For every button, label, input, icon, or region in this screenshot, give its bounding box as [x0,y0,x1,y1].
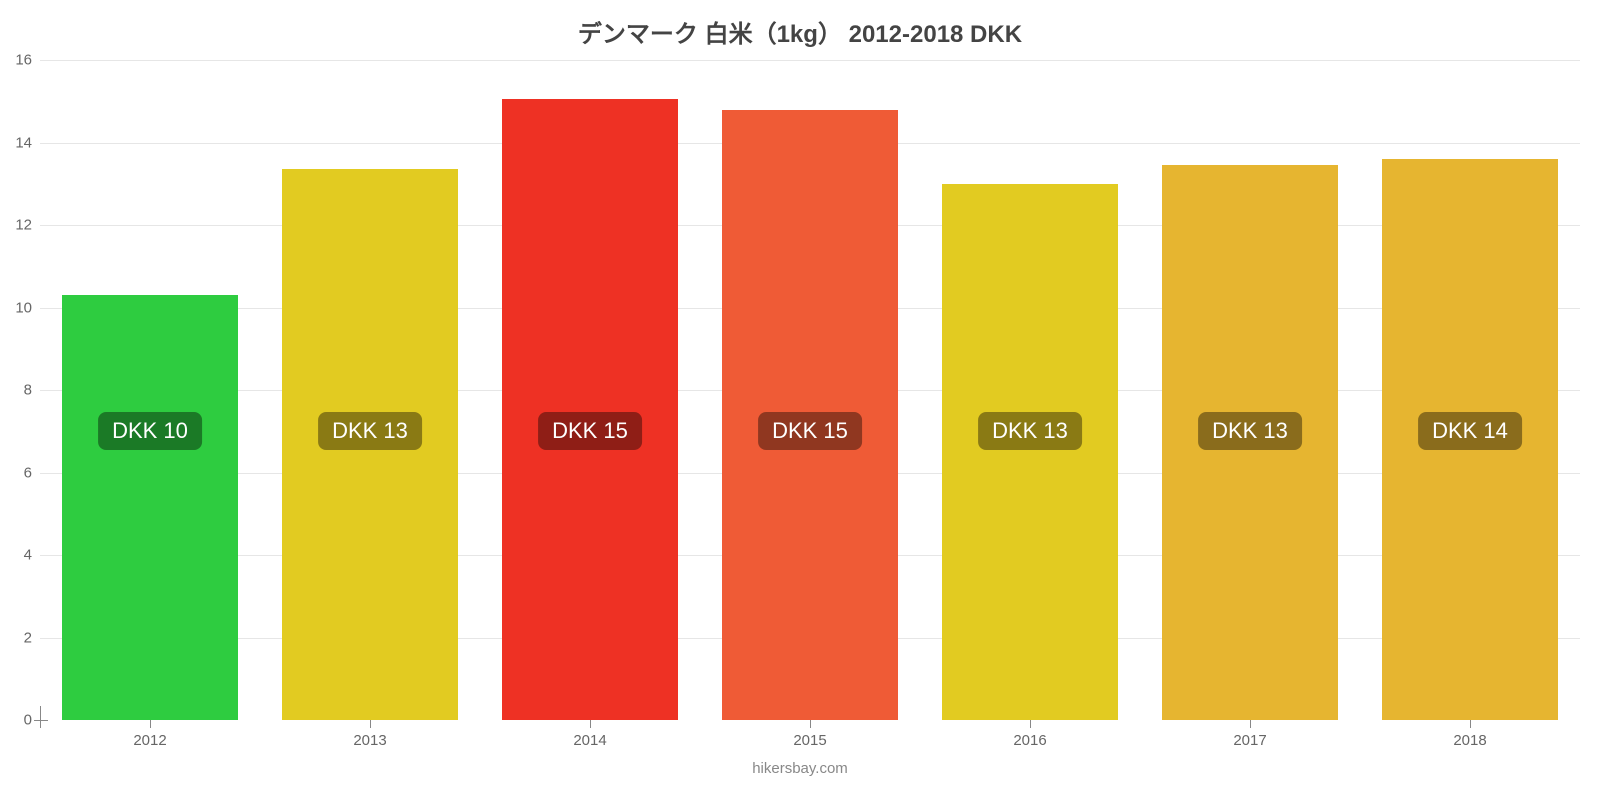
y-tick-label: 6 [0,464,32,481]
x-tick-label: 2013 [353,732,386,749]
x-tick-label: 2012 [133,732,166,749]
y-tick-label: 14 [0,134,32,151]
bar: DKK 10 [62,295,238,720]
source-attribution: hikersbay.com [0,760,1600,777]
bar-value-label: DKK 10 [98,412,202,450]
chart-title: デンマーク 白米（1kg） 2012-2018 DKK [0,14,1600,49]
y-tick-label: 12 [0,217,32,234]
x-tick-mark [150,720,151,728]
bar-value-label: DKK 14 [1418,412,1522,450]
x-tick-label: 2017 [1233,732,1266,749]
y-tick-label: 2 [0,629,32,646]
bar: DKK 13 [282,169,458,720]
y-tick-label: 0 [0,712,32,729]
x-tick-mark [1030,720,1031,728]
x-axis-line [34,720,48,721]
y-tick-label: 8 [0,382,32,399]
bar: DKK 13 [942,184,1118,720]
y-tick-label: 4 [0,547,32,564]
bar-value-label: DKK 13 [1198,412,1302,450]
x-tick-mark [370,720,371,728]
x-tick-mark [590,720,591,728]
x-tick-label: 2014 [573,732,606,749]
x-tick-label: 2016 [1013,732,1046,749]
y-tick-label: 10 [0,299,32,316]
bars-group: DKK 10 DKK 13 DKK 15 DKK 15 DKK 13 DKK 13 DKK … [40,60,1580,720]
x-tick-mark [1470,720,1471,728]
bar: DKK 15 [502,99,678,720]
bar-slot: DKK 13 [920,60,1140,720]
bar-slot: DKK 14 [1360,60,1580,720]
bar-slot: DKK 10 [40,60,260,720]
bar: DKK 15 [722,110,898,721]
bar-slot: DKK 13 [1140,60,1360,720]
bar-slot: DKK 15 [700,60,920,720]
x-tick-label: 2018 [1453,732,1486,749]
bar-slot: DKK 15 [480,60,700,720]
bar-slot: DKK 13 [260,60,480,720]
bar-value-label: DKK 13 [978,412,1082,450]
bar-value-label: DKK 13 [318,412,422,450]
chart-container: デンマーク 白米（1kg） 2012-2018 DKK DKK 10 DKK 13… [0,0,1600,800]
plot-area: DKK 10 DKK 13 DKK 15 DKK 15 DKK 13 DKK 13 DKK … [40,60,1580,720]
bar: DKK 13 [1162,165,1338,720]
bar: DKK 14 [1382,159,1558,720]
y-tick-label: 16 [0,52,32,69]
x-tick-mark [1250,720,1251,728]
bar-value-label: DKK 15 [758,412,862,450]
x-tick-mark [810,720,811,728]
x-tick-label: 2015 [793,732,826,749]
bar-value-label: DKK 15 [538,412,642,450]
